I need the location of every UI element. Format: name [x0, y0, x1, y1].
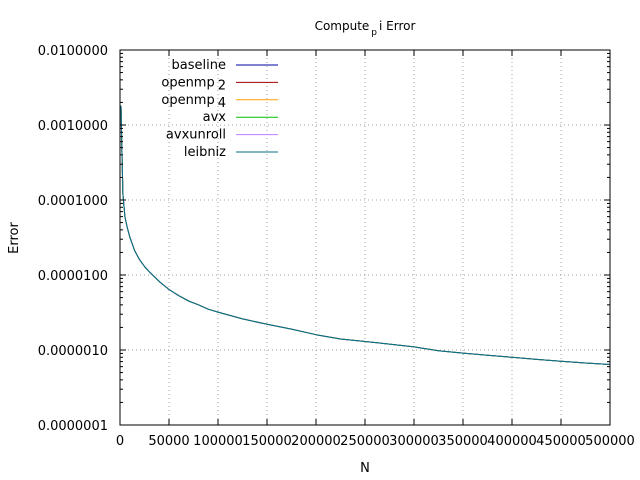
legend-label: openmp 4	[161, 93, 226, 111]
legend-label: avxunroll	[166, 128, 226, 143]
y-axis-label: Error	[7, 222, 22, 254]
x-tick-label: 100000	[193, 434, 243, 449]
y-tick-label: 0.0000100	[38, 269, 108, 284]
x-tick-label: 0	[116, 434, 124, 449]
y-tick-label: 0.0000001	[38, 419, 108, 434]
legend-label: baseline	[172, 58, 226, 73]
legend-label: openmp 2	[161, 75, 226, 93]
x-tick-label: 50000	[148, 434, 189, 449]
x-tick-label: 400000	[487, 434, 537, 449]
chart-title-suffix: i Error	[379, 19, 415, 33]
x-tick-label: 350000	[438, 434, 488, 449]
x-tick-label: 150000	[242, 434, 292, 449]
series-layer	[120, 105, 611, 365]
legend-label: leibniz	[184, 145, 226, 160]
y-tick-label: 0.0010000	[38, 119, 108, 134]
x-tick-label: 300000	[389, 434, 439, 449]
legend-label: avx	[203, 110, 227, 125]
series-line-6	[120, 105, 611, 365]
chart-title-subscript: p	[371, 28, 377, 38]
chart-title: Compute p i Error	[315, 19, 416, 38]
x-tick-label: 450000	[536, 434, 586, 449]
grid-layer	[120, 50, 610, 425]
y-tick-label: 0.0001000	[38, 194, 108, 209]
y-tick-label: 0.0100000	[38, 44, 108, 59]
y-tick-label: 0.0000010	[38, 344, 108, 359]
x-tick-label: 250000	[340, 434, 390, 449]
chart-title-prefix: Compute	[315, 19, 370, 33]
x-axis-label: N	[360, 461, 370, 476]
x-tick-label: 200000	[291, 434, 341, 449]
tick-layer: 0 50000 100000 150000 200000 250000 300000 3500…	[38, 44, 635, 449]
x-tick-label: 500000	[585, 434, 635, 449]
